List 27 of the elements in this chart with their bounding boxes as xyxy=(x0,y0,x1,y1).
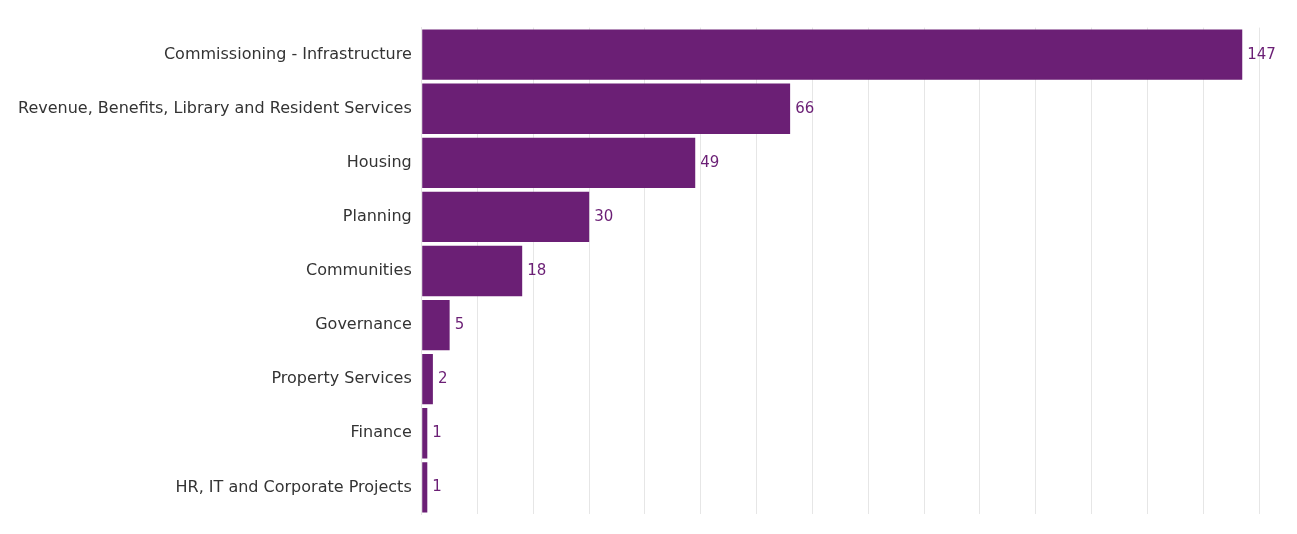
y-tick-label: Revenue, Benefits, Library and Resident Services xyxy=(17,97,412,117)
y-tick-label: Communities xyxy=(305,260,412,280)
data-label: 18 xyxy=(527,260,547,279)
bar xyxy=(422,462,428,513)
y-tick-label: Planning xyxy=(342,206,412,226)
bar xyxy=(422,245,523,297)
y-tick-label: Housing xyxy=(346,151,412,171)
data-label: 49 xyxy=(700,152,720,171)
bar xyxy=(422,83,791,134)
data-label: 147 xyxy=(1247,44,1276,63)
bar xyxy=(422,354,433,405)
bar xyxy=(422,299,450,351)
data-label: 5 xyxy=(454,314,465,333)
y-tick-label: HR, IT and Corporate Projects xyxy=(175,476,412,496)
y-tick-label: Finance xyxy=(350,422,412,442)
bar xyxy=(422,29,1243,80)
data-label: 2 xyxy=(437,369,448,388)
data-label: 30 xyxy=(594,206,614,225)
bar xyxy=(422,137,696,188)
y-tick-label: Governance xyxy=(315,314,412,334)
data-label: 66 xyxy=(795,98,815,117)
bar xyxy=(422,191,590,243)
y-tick-label: Commissioning - Infrastructure xyxy=(163,43,412,63)
bar xyxy=(422,408,428,459)
data-label: 1 xyxy=(432,423,442,442)
data-label: 1 xyxy=(432,477,442,496)
y-tick-label: Property Services xyxy=(271,368,412,388)
